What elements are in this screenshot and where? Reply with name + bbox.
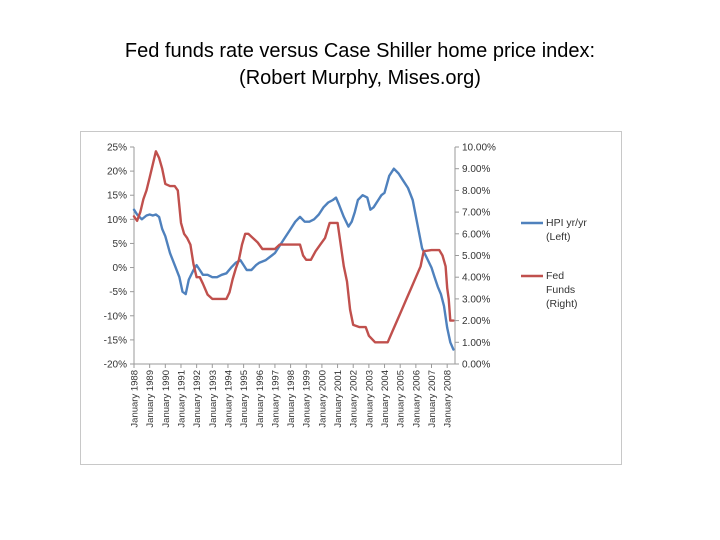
left-tick-label: -15% [104, 335, 127, 346]
x-tick-label: January 1988 [130, 370, 141, 428]
x-tick-label: January 1989 [145, 370, 156, 428]
slide-title: Fed funds rate versus Case Shiller home … [0, 38, 720, 92]
x-tick-label: January 2000 [317, 370, 328, 428]
legend-fed-label-line-3: (Right) [546, 298, 578, 310]
slide-title-line-1: Fed funds rate versus Case Shiller home … [124, 40, 596, 62]
x-tick-label: January 2001 [333, 370, 344, 428]
x-tick-label: January 2004 [380, 370, 391, 428]
left-tick-label: 15% [107, 191, 127, 202]
right-tick-label: 5.00% [462, 251, 490, 262]
chart: 25% 20% 15% 10% 5% 0% -5% -10% -15% -20% 10.00% 9.0… [104, 143, 588, 428]
legend-hpi-label-line-2: (Left) [546, 231, 571, 243]
legend-fed-label-line-2: Funds [546, 284, 575, 296]
right-tick-label: 1.00% [462, 338, 490, 349]
legend-fed-label-line-1: Fed [546, 270, 564, 282]
right-tick-label: 4.00% [462, 273, 490, 284]
left-tick-label: 5% [113, 239, 128, 250]
x-tick-label: January 1994 [223, 370, 234, 428]
chart-frame: 25% 20% 15% 10% 5% 0% -5% -10% -15% -20% 10.00% 9.0… [80, 131, 622, 465]
right-tick-label: 9.00% [462, 164, 490, 175]
x-tick-label: January 2002 [349, 370, 360, 428]
right-tick-label: 7.00% [462, 208, 490, 219]
left-tick-label: -20% [104, 360, 127, 371]
slide-title-line-2: (Robert Murphy, Mises.org) [239, 67, 481, 89]
right-tick-label: 8.00% [462, 186, 490, 197]
left-tick-label: -5% [109, 287, 127, 298]
x-tick-label: January 2008 [443, 370, 454, 428]
x-tick-label: January 2007 [427, 370, 438, 428]
x-tick-label: January 1990 [161, 370, 172, 428]
left-tick-label: 10% [107, 215, 127, 226]
x-tick-label: January 1997 [270, 370, 281, 428]
left-tick-label: 20% [107, 167, 127, 178]
x-tick-label: January 1998 [286, 370, 297, 428]
legend-hpi-label-line-1: HPI yr/yr [546, 217, 587, 229]
right-tick-label: 2.00% [462, 316, 490, 327]
x-tick-label: January 1992 [192, 370, 203, 428]
x-tick-label: January 1995 [239, 370, 250, 428]
x-tick-label: January 1993 [208, 370, 219, 428]
hpi-series-line [132, 167, 455, 351]
left-tick-label: 0% [113, 263, 128, 274]
right-tick-label: 6.00% [462, 229, 490, 240]
right-tick-label: 3.00% [462, 294, 490, 305]
x-tick-label: January 2003 [364, 370, 375, 428]
x-tick-label: January 1996 [255, 370, 266, 428]
x-tick-label: January 2005 [396, 370, 407, 428]
left-tick-label: 25% [107, 143, 127, 154]
x-tick-label: January 1999 [302, 370, 313, 428]
right-tick-label: 0.00% [462, 360, 490, 371]
right-tick-label: 10.00% [462, 143, 496, 154]
x-tick-label: January 2006 [411, 370, 422, 428]
fed-funds-series-line [132, 150, 455, 344]
x-tick-label: January 1991 [176, 370, 187, 428]
left-tick-label: -10% [104, 311, 127, 322]
